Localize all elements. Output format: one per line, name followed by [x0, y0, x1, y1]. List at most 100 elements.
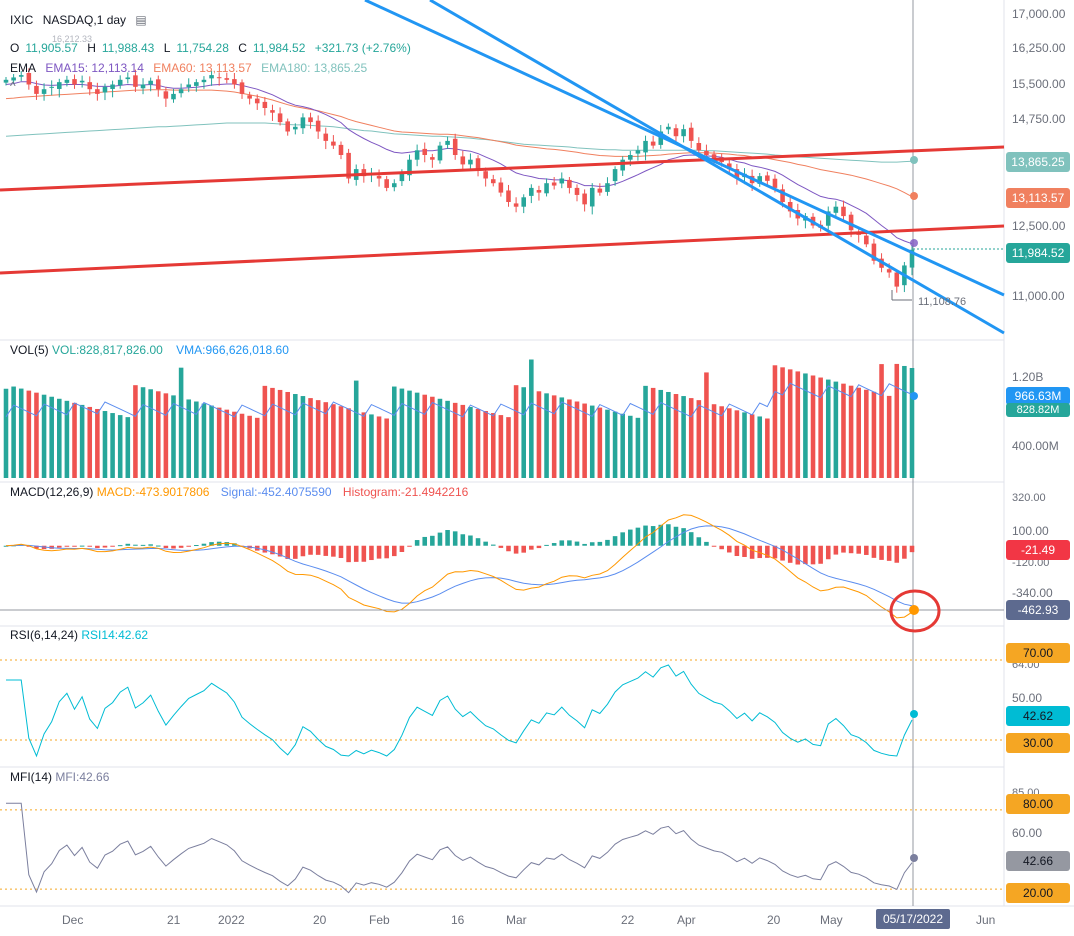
macd-histogram-bar [338, 545, 344, 559]
pane-grid [0, 0, 1074, 907]
macd-histogram-bar [87, 545, 93, 547]
macd-histogram-bar [277, 545, 283, 557]
volume-bar [430, 396, 435, 478]
x-tick: Apr [677, 913, 696, 927]
macd-histogram-bar [437, 532, 443, 546]
macd-histogram-bar [810, 545, 816, 565]
volume-bar [300, 396, 306, 478]
volume-bar [49, 396, 54, 478]
macd-histogram-bar [171, 545, 176, 549]
mfi-title[interactable]: MFI(14) [10, 770, 52, 784]
volume-bar [407, 390, 412, 478]
trend-lines[interactable] [0, 0, 1005, 335]
macd-histogram-bar [460, 534, 466, 546]
red-trendline-upper[interactable] [0, 145, 1005, 192]
candle-body [140, 84, 146, 89]
volume-title[interactable]: VOL(5) [10, 343, 49, 357]
candle-body [26, 72, 32, 85]
candle-body [559, 178, 565, 184]
volume-bar [513, 385, 519, 478]
ema-title[interactable]: EMA [10, 61, 37, 75]
candle-body [64, 79, 70, 83]
macd-histogram-bar [224, 542, 230, 546]
volume-bar [559, 397, 565, 478]
macd-histogram-bar [902, 545, 907, 559]
volume-bar [620, 413, 625, 478]
candle-body [498, 182, 504, 193]
volume-bar [315, 400, 321, 478]
volume-bar [460, 404, 466, 478]
macd-histogram-bar [818, 545, 823, 564]
macd-histogram-bar [407, 545, 412, 547]
macd-histogram-bar [536, 545, 542, 549]
candle-body [57, 82, 62, 89]
macd-title[interactable]: MACD(12,26,9) [10, 485, 94, 499]
macd-histogram-bar [833, 545, 839, 555]
rsi-pane [0, 659, 1004, 758]
candle-body [460, 156, 466, 165]
volume-bar [209, 405, 214, 478]
ema60-dot [910, 192, 918, 200]
symbol-name[interactable]: IXIC [10, 13, 34, 27]
x-tick: May [820, 913, 843, 927]
macd-tick: 100.00 [1012, 524, 1049, 538]
volume-bar [841, 383, 846, 478]
red-trendline-lower[interactable] [0, 224, 1005, 275]
volume-bar [285, 391, 290, 478]
volume-bar [681, 396, 686, 478]
ema60-value: EMA60: 13,113.57 [153, 61, 252, 75]
macd-histogram-bar [186, 545, 192, 547]
candle-body [315, 120, 321, 132]
candle-body [247, 95, 252, 99]
volume-bar [643, 385, 648, 478]
candle-body [285, 121, 290, 132]
macd-histogram-bar [704, 541, 709, 546]
volume-bar [148, 389, 153, 478]
candle-body [201, 79, 207, 83]
macd-histogram-bar [765, 545, 770, 558]
macd-histogram-bar [567, 540, 572, 546]
macd-histogram-bar [3, 545, 9, 547]
volume-bar [277, 389, 283, 478]
volume-bar [498, 415, 504, 478]
candle-body [216, 77, 222, 79]
candle-body [909, 249, 915, 268]
volume-bar [125, 417, 131, 478]
low-marker [891, 290, 912, 301]
candle-body [399, 173, 405, 182]
candle-body [841, 206, 846, 217]
volume-bar [26, 390, 32, 478]
candle-body [452, 138, 458, 155]
macd-legend: MACD(12,26,9) MACD:-473.9017806 Signal:-… [10, 485, 468, 499]
candle-body [490, 179, 496, 184]
rsi-title[interactable]: RSI(6,14,24) [10, 628, 79, 642]
candles [3, 68, 915, 293]
candle-body [871, 243, 877, 261]
volume-bar [239, 413, 245, 478]
macd-histogram-bar [780, 545, 785, 561]
candle-body [620, 159, 625, 171]
volume-bar [658, 389, 664, 478]
volume-bar [353, 380, 359, 478]
candle-body [133, 75, 138, 87]
candle-body [384, 179, 389, 188]
macd-dot [909, 605, 919, 615]
mfi-tick: 60.00 [1012, 826, 1043, 840]
candle-body [688, 127, 694, 141]
macd-histogram-bar [315, 545, 321, 555]
list-icon[interactable]: ▤ [135, 13, 147, 27]
candle-body [658, 131, 664, 145]
volume-bar [87, 406, 93, 478]
volume-bar [734, 410, 740, 478]
macd-tick: 320.00 [1012, 492, 1046, 504]
volume-bar [650, 387, 656, 478]
macd-histogram-bar [331, 545, 336, 557]
volume-bar [871, 391, 877, 478]
macd-histogram-bar [658, 524, 664, 546]
candle-body [650, 141, 656, 146]
collapse-legend-button[interactable]: ^ [10, 79, 16, 93]
candle-body [726, 163, 732, 170]
rsi-dot [910, 710, 918, 718]
blue-channel-lower[interactable] [429, 0, 1005, 335]
macd-histogram-bar [79, 545, 85, 547]
